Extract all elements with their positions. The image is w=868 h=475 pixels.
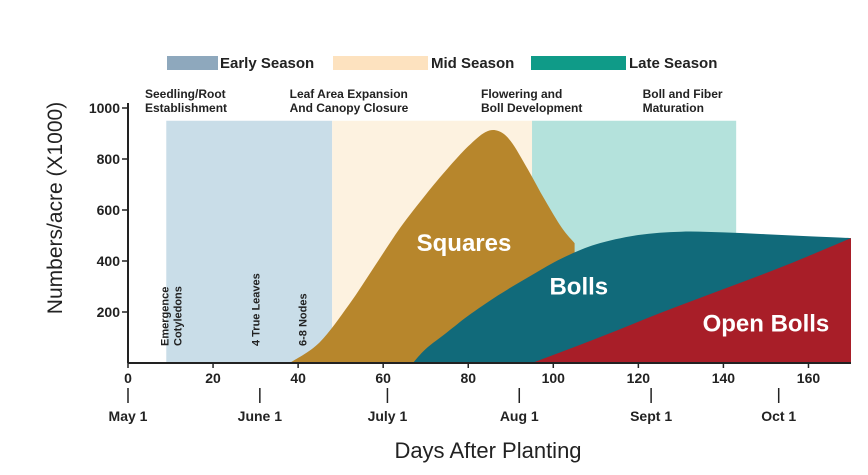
- x-tick-label: 120: [627, 370, 651, 386]
- stage-label-3: Flowering and: [481, 87, 562, 101]
- month-marker-label: Aug 1: [500, 408, 539, 424]
- legend-swatch-2: [333, 56, 428, 70]
- y-tick-label: 1000: [89, 100, 120, 116]
- month-marker-label: June 1: [238, 408, 283, 424]
- series-label-squares: Squares: [417, 230, 512, 257]
- x-tick-label: 20: [205, 370, 221, 386]
- month-marker-label: Sept 1: [630, 408, 672, 424]
- stage-label-4: Boll and Fiber: [643, 87, 723, 101]
- series-area-open-bolls: [532, 238, 851, 363]
- month-marker-label: Oct 1: [761, 408, 796, 424]
- x-tick-label: 60: [375, 370, 391, 386]
- legend-label-2: Mid Season: [431, 55, 514, 72]
- legend-label-3: Late Season: [629, 55, 717, 72]
- event-label-2: 4 True Leaves: [251, 273, 263, 346]
- y-tick-label: 600: [97, 202, 121, 218]
- axes: [127, 103, 851, 364]
- event-label-3: 6-8 Nodes: [297, 293, 309, 346]
- y-axis-title: Numbers/acre (X1000): [44, 102, 67, 314]
- legend-swatch-1: [167, 56, 218, 70]
- x-tick-label: 140: [712, 370, 736, 386]
- event-label-1: Emergence: [160, 287, 172, 346]
- y-tick-label: 800: [97, 151, 121, 167]
- series-labels: Squares Bolls Open Bolls: [417, 230, 830, 337]
- legend-swatch-3: [531, 56, 626, 70]
- x-tick-label: 160: [797, 370, 821, 386]
- month-marker-label: May 1: [109, 408, 148, 424]
- month-markers: May 1 June 1 July 1 Aug 1 Sept 1 Oct 1: [109, 388, 796, 424]
- stage-label-1: Seedling/Root: [145, 87, 226, 101]
- x-ticks: 0 20 40 60 80 100 120 140 160: [124, 363, 820, 386]
- month-marker-label: July 1: [368, 408, 408, 424]
- y-ticks: 200 400 600 800 1000: [89, 100, 128, 320]
- stage-label-2: And Canopy Closure: [290, 101, 409, 115]
- series-areas: [289, 130, 851, 363]
- series-label-open-bolls: Open Bolls: [703, 310, 830, 337]
- season-band-1: [166, 120, 333, 363]
- event-label-1: Cotyledons: [173, 286, 185, 346]
- stage-label-1: Establishment: [145, 101, 227, 115]
- legend-label-1: Early Season: [220, 55, 314, 72]
- stage-label-4: Maturation: [643, 101, 704, 115]
- x-tick-label: 0: [124, 370, 132, 386]
- x-axis-title: Days After Planting: [394, 438, 581, 463]
- x-tick-label: 40: [290, 370, 306, 386]
- stage-label-2: Leaf Area Expansion: [290, 87, 408, 101]
- stage-label-3: Boll Development: [481, 101, 582, 115]
- y-tick-label: 200: [97, 304, 121, 320]
- legend: Early Season Mid Season Late Season: [167, 55, 717, 72]
- series-label-bolls: Bolls: [549, 274, 608, 301]
- event-labels: Emergence Cotyledons 4 True Leaves 6-8 Node…: [160, 273, 310, 346]
- x-tick-label: 100: [542, 370, 566, 386]
- x-tick-label: 80: [460, 370, 476, 386]
- y-tick-label: 400: [97, 253, 121, 269]
